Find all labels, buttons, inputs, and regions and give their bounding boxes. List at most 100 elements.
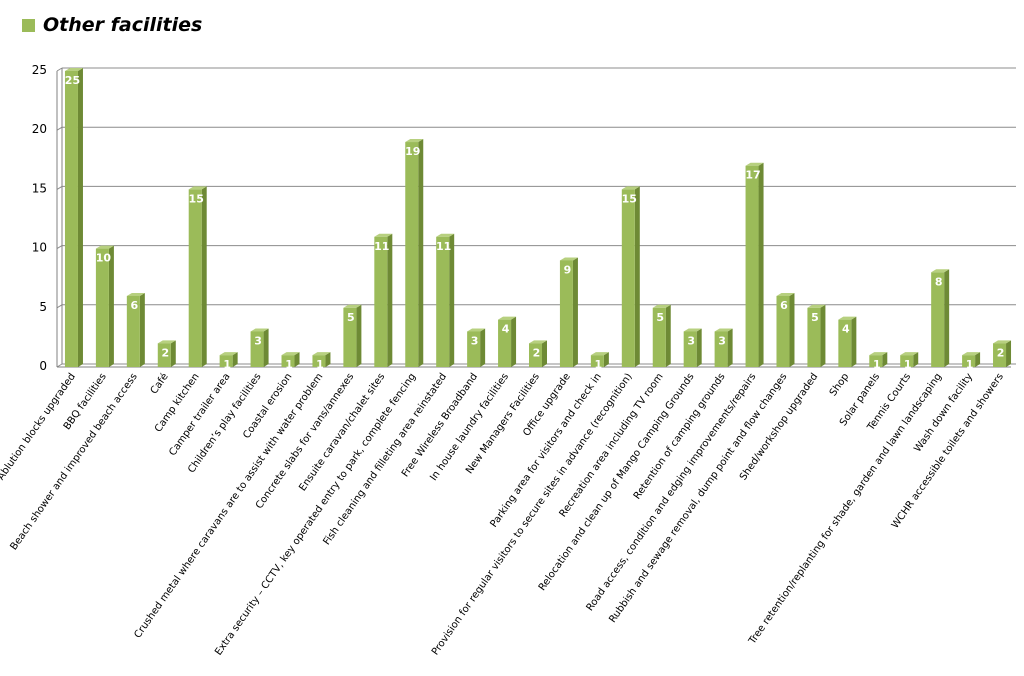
- bar-side: [696, 328, 702, 367]
- bar-top: [157, 340, 176, 344]
- bar: [343, 307, 357, 367]
- bar-side: [294, 352, 300, 367]
- bar: [838, 319, 852, 367]
- bar-side: [77, 68, 83, 367]
- bar: [900, 355, 914, 367]
- legend-swatch: [22, 18, 35, 32]
- x-tick-label: Shop: [828, 371, 851, 398]
- bar: [95, 248, 109, 367]
- bar-top: [529, 340, 547, 344]
- data-label: 5: [811, 311, 819, 324]
- y-tick-label: 0: [39, 359, 47, 373]
- gridline-depth: [56, 126, 63, 131]
- bar-side: [263, 328, 269, 367]
- bar-side: [975, 352, 981, 367]
- bar-top: [559, 257, 578, 261]
- gridline-depth: [56, 67, 63, 72]
- bar-side: [356, 304, 362, 367]
- data-label: 4: [842, 323, 850, 336]
- bar-top: [312, 352, 331, 356]
- bar-top: [869, 352, 888, 356]
- x-tick-label: Beach shower and improved beach access: [8, 371, 139, 552]
- bar-side: [882, 352, 888, 367]
- bar-top: [405, 139, 424, 143]
- bar: [312, 355, 326, 367]
- bar: [467, 331, 481, 367]
- y-tick-label: 25: [32, 63, 47, 77]
- data-label: 3: [718, 334, 726, 347]
- bar-top: [683, 328, 702, 332]
- data-label: 15: [189, 192, 204, 205]
- bar-top: [714, 328, 733, 332]
- bar: [590, 355, 604, 367]
- bar-top: [652, 304, 671, 308]
- bar-side: [665, 304, 671, 367]
- gridline-depth: [56, 245, 63, 250]
- bar-side: [727, 328, 733, 367]
- bar-top: [188, 186, 207, 190]
- bar-side: [851, 316, 857, 367]
- data-label: 2: [997, 346, 1005, 359]
- data-label: 3: [687, 334, 695, 347]
- bar-side: [820, 304, 826, 367]
- bar-side: [1006, 340, 1012, 367]
- bar: [621, 189, 635, 367]
- bar: [807, 307, 821, 367]
- bar-side: [201, 186, 207, 367]
- x-tick-label: Wash down facility: [912, 371, 975, 454]
- bar: [683, 331, 697, 367]
- bar-side: [944, 269, 950, 367]
- data-label: 19: [405, 145, 420, 158]
- data-label: 25: [65, 74, 80, 87]
- gridline-depth: [56, 304, 63, 309]
- bar-side: [913, 352, 919, 367]
- x-tick-label: Camper trailer area: [167, 371, 232, 458]
- bar-top: [745, 162, 764, 166]
- bar-top: [250, 328, 269, 332]
- data-label: 1: [966, 358, 974, 371]
- bar: [374, 236, 388, 367]
- bar-top: [126, 292, 145, 296]
- data-label: 3: [254, 334, 262, 347]
- bar: [776, 295, 790, 367]
- bar-side: [572, 257, 578, 367]
- bar: [281, 355, 295, 367]
- bar-side: [232, 352, 238, 367]
- bar-side: [108, 245, 114, 367]
- y-tick-label: 10: [32, 241, 47, 255]
- bar-top: [993, 340, 1012, 344]
- bar-side: [789, 292, 795, 367]
- bar: [64, 71, 78, 367]
- bar-top: [374, 233, 393, 237]
- bar: [559, 260, 573, 367]
- x-tick-label: WCHR accessible toilets and showers: [890, 371, 1006, 530]
- bar-top: [281, 352, 300, 356]
- legend-label: Other facilities: [43, 14, 203, 36]
- data-label: 1: [904, 358, 912, 371]
- bar: [869, 355, 883, 367]
- bar-top: [64, 68, 83, 71]
- bar-side: [511, 316, 517, 367]
- bar: [993, 343, 1007, 367]
- bar-top: [838, 316, 857, 320]
- data-label: 3: [471, 334, 479, 347]
- bar-top: [776, 292, 795, 296]
- data-label: 15: [622, 192, 637, 205]
- bar: [188, 189, 202, 367]
- bar-top: [467, 328, 486, 332]
- data-label: 2: [533, 346, 541, 359]
- bar-side: [634, 186, 640, 367]
- bar: [126, 295, 140, 367]
- bar-side: [418, 139, 424, 367]
- x-tick-label: Provision for regular visitors to secure…: [430, 371, 635, 657]
- data-label: 1: [873, 358, 881, 371]
- y-tick-label: 15: [32, 181, 47, 195]
- data-label: 1: [316, 358, 324, 371]
- bar-side: [139, 292, 145, 367]
- bar: [405, 142, 419, 367]
- bar-top: [436, 233, 455, 237]
- data-label: 11: [374, 240, 389, 253]
- bar: [745, 165, 759, 367]
